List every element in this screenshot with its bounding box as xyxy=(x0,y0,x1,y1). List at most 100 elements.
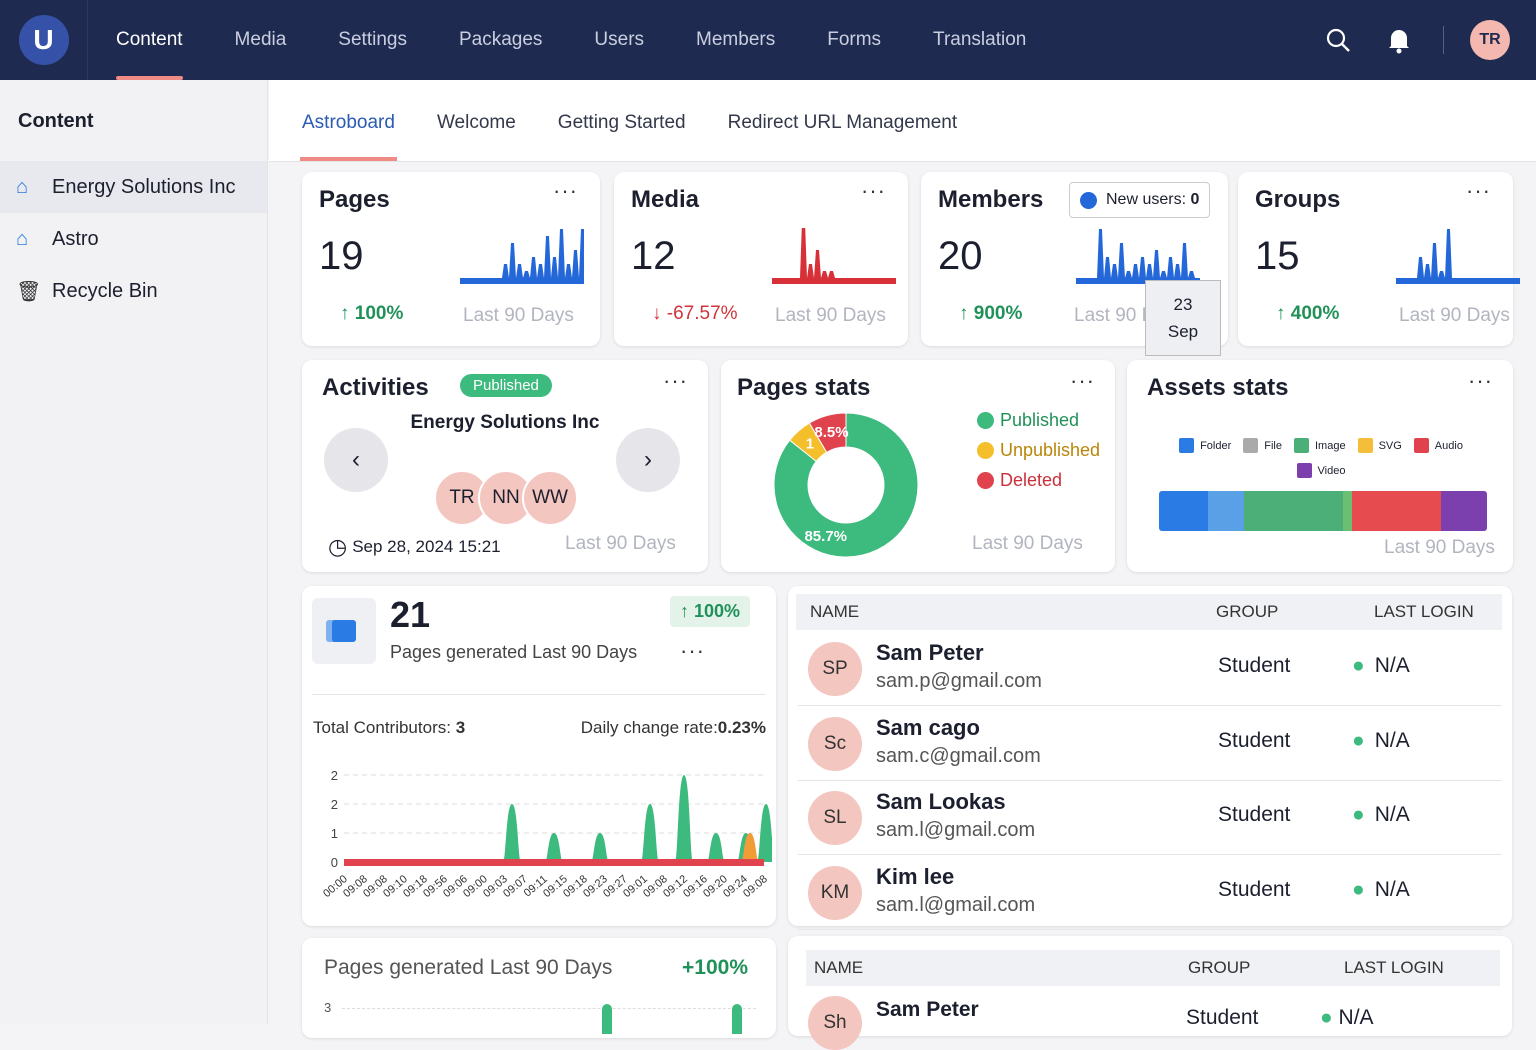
logo-icon: U xyxy=(18,15,69,65)
period-label: Last 90 Days xyxy=(565,533,676,554)
period-label: Last 90 Days xyxy=(972,533,1083,554)
legend-item-video[interactable]: Video xyxy=(1296,463,1345,478)
tab-welcome[interactable]: Welcome xyxy=(436,112,516,133)
user-initials: Sh xyxy=(808,996,862,1050)
column-header-group[interactable]: GROUP xyxy=(1216,602,1279,621)
pages-generated-card: 21 Pages generated Last 90 Days ↑ 100% ·… xyxy=(302,586,776,926)
assets-bar-segment[interactable] xyxy=(1244,491,1343,531)
assets-bar-segment[interactable] xyxy=(1352,491,1442,531)
legend-item-folder[interactable]: Folder xyxy=(1179,438,1231,453)
sidebar-title: Content xyxy=(18,110,94,132)
assets-bar-segment[interactable] xyxy=(1159,491,1209,531)
donut-slice-deleted[interactable] xyxy=(808,412,847,453)
user-last-login: N/A xyxy=(1374,803,1410,826)
user-avatar[interactable]: TR xyxy=(1470,20,1510,60)
assets-bar-segment[interactable] xyxy=(1342,491,1353,531)
status-badge: Published xyxy=(460,374,552,397)
nav-item-users[interactable]: Users xyxy=(594,29,645,50)
legend-item-published[interactable]: Published xyxy=(977,410,1100,431)
bell-icon[interactable] xyxy=(1385,26,1413,54)
assets-bar-segment[interactable] xyxy=(1441,491,1487,531)
area-peak-published xyxy=(641,804,659,862)
stat-card-media: Media ··· 12 ↓ -67.57% Last 90 Days xyxy=(614,172,908,346)
user-initials: KM xyxy=(808,865,862,920)
user-name[interactable]: Sam Peter xyxy=(876,640,984,665)
clock-icon: ◷ xyxy=(328,534,348,559)
user-group: Student xyxy=(1218,728,1291,752)
y-tick-label: 2 xyxy=(331,768,338,783)
column-header-last-login[interactable]: LAST LOGIN xyxy=(1344,958,1444,977)
table-row[interactable]: SL Sam Lookas sam.l@gmail.com Student ● N… xyxy=(798,781,1502,855)
user-initials: SP xyxy=(808,642,862,696)
area-peak-published xyxy=(591,833,609,862)
more-menu-button[interactable]: ··· xyxy=(1466,178,1491,203)
sidebar-item-energy-solutions[interactable]: ⌂ Energy Solutions Inc xyxy=(0,161,267,213)
sidebar-item-astro[interactable]: ⌂ Astro xyxy=(0,213,267,265)
assets-bar-segment[interactable] xyxy=(1208,491,1245,531)
table-row[interactable]: KM Kim lee sam.l@gmail.com Student ● N/A xyxy=(798,856,1502,930)
donut-chart: 85.7% 18.5% xyxy=(773,412,919,558)
legend-item-unpublished[interactable]: Unpublished xyxy=(977,440,1100,461)
legend-item-audio[interactable]: Audio xyxy=(1413,438,1463,453)
home-icon: ⌂ xyxy=(16,175,29,198)
more-menu-button[interactable]: ··· xyxy=(861,178,886,203)
tab-redirect-url-management[interactable]: Redirect URL Management xyxy=(727,112,958,133)
more-menu-button[interactable]: ··· xyxy=(1070,368,1095,393)
status-dot-icon: ● xyxy=(1352,803,1365,826)
more-menu-button[interactable]: ··· xyxy=(680,638,705,663)
stat-card-pages: Pages ··· 19 ↑ 100% Last 90 Days xyxy=(302,172,600,346)
nav-item-translation[interactable]: Translation xyxy=(933,29,1027,50)
period-label: Last 90 Days xyxy=(1399,305,1510,326)
chart-tooltip: 23 Sep xyxy=(1145,280,1221,356)
column-header-name[interactable]: NAME xyxy=(814,958,864,977)
user-name[interactable]: Sam Lookas xyxy=(876,789,1006,814)
donut-slice-published[interactable] xyxy=(773,412,919,558)
area-peak-published xyxy=(675,775,693,862)
tab-astroboard[interactable]: Astroboard xyxy=(300,80,397,161)
table-row[interactable]: SP Sam Peter sam.p@gmail.com Student ● N/… xyxy=(798,632,1502,706)
nav-item-settings[interactable]: Settings xyxy=(338,29,407,50)
next-button[interactable]: › xyxy=(616,428,680,492)
pages-icon xyxy=(312,598,376,664)
prev-button[interactable]: ‹ xyxy=(324,428,388,492)
stat-value: 20 xyxy=(938,234,983,278)
status-dot-icon: ● xyxy=(1352,728,1365,752)
nav-item-members[interactable]: Members xyxy=(696,29,776,50)
legend-label: New users: xyxy=(1106,191,1187,208)
card-title: Pages xyxy=(319,186,390,213)
nav-item-packages[interactable]: Packages xyxy=(458,29,543,50)
home-icon: ⌂ xyxy=(16,227,29,250)
column-header-group[interactable]: GROUP xyxy=(1188,958,1251,977)
column-header-last-login[interactable]: LAST LOGIN xyxy=(1374,602,1474,621)
y-tick-label: 2 xyxy=(331,797,338,812)
search-icon[interactable] xyxy=(1325,27,1351,53)
legend-label: SVG xyxy=(1378,439,1402,452)
card-title: Activities xyxy=(322,374,429,401)
more-menu-button[interactable]: ··· xyxy=(1468,368,1493,393)
user-email: sam.l@gmail.com xyxy=(876,893,1036,916)
tab-getting-started[interactable]: Getting Started xyxy=(557,112,686,133)
nav-item-forms[interactable]: Forms xyxy=(827,29,882,50)
column-header-name[interactable]: NAME xyxy=(810,602,860,621)
user-name[interactable]: Kim lee xyxy=(876,863,955,889)
user-name[interactable]: Sam Peter xyxy=(876,998,979,1021)
activity-date: Sep 28, 2024 15:21 xyxy=(352,537,501,556)
legend-item-image[interactable]: Image xyxy=(1293,438,1346,453)
legend-dot-icon xyxy=(977,442,994,459)
legend-item-svg[interactable]: SVG xyxy=(1357,438,1402,453)
nav-item-media[interactable]: Media xyxy=(234,29,287,50)
logo[interactable]: U xyxy=(0,0,88,80)
contributors-value: 3 xyxy=(455,718,466,737)
more-menu-button[interactable]: ··· xyxy=(553,178,578,203)
legend-item-deleted[interactable]: Deleted xyxy=(977,470,1100,491)
donut-label: 1 xyxy=(806,436,814,453)
user-last-login: N/A xyxy=(1374,877,1410,901)
legend-item-file[interactable]: File xyxy=(1243,438,1282,453)
user-group: Student xyxy=(1218,877,1291,901)
nav-item-content[interactable]: Content xyxy=(116,0,183,80)
sidebar-item-recycle-bin[interactable]: 🗑 Recycle Bin xyxy=(0,265,267,317)
table-row[interactable]: Sc Sam cago sam.c@gmail.com Student ● N/A xyxy=(798,707,1502,781)
user-name[interactable]: Sam cago xyxy=(876,714,980,740)
legend-value: 0 xyxy=(1190,191,1200,208)
more-menu-button[interactable]: ··· xyxy=(663,368,688,393)
